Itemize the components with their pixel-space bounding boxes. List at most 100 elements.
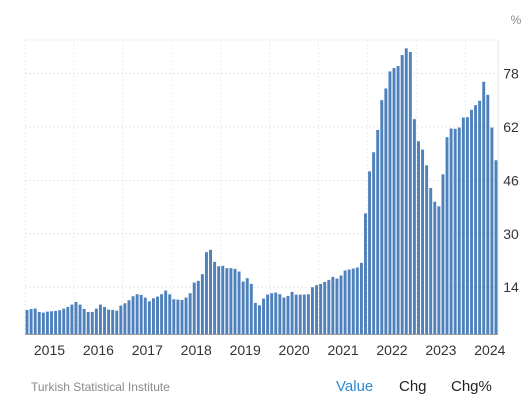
bar — [351, 268, 355, 334]
bar — [474, 105, 478, 334]
bar — [41, 312, 45, 334]
bar — [192, 282, 196, 334]
bar — [368, 171, 372, 334]
bar — [274, 292, 278, 334]
bar — [58, 310, 62, 334]
bar — [147, 301, 151, 334]
y-tick-label: 14 — [503, 279, 519, 295]
bar — [302, 294, 306, 334]
bar — [66, 306, 70, 334]
bar — [54, 310, 58, 334]
bar — [29, 308, 33, 334]
x-tick-label: 2021 — [327, 342, 358, 358]
bar — [306, 294, 310, 334]
bar — [241, 281, 245, 334]
bar — [90, 311, 94, 334]
unit-label: % — [511, 13, 522, 27]
bar — [400, 55, 404, 335]
bar — [388, 71, 392, 335]
bar — [266, 294, 270, 334]
bar — [143, 297, 147, 334]
bar — [323, 281, 327, 334]
bar — [98, 304, 102, 334]
bar — [78, 304, 82, 334]
bar — [45, 311, 49, 334]
bar — [74, 301, 78, 334]
bar — [417, 141, 420, 334]
bar — [376, 129, 380, 334]
x-tick-label: 2022 — [376, 342, 407, 358]
bar — [119, 305, 123, 334]
bar — [396, 66, 400, 335]
bar — [437, 206, 441, 334]
bar — [478, 100, 482, 335]
source-label: Turkish Statistical Institute — [31, 380, 170, 394]
bar — [392, 68, 396, 335]
bar — [33, 308, 37, 334]
chart-footer: Turkish Statistical Institute Value Chg … — [0, 372, 530, 402]
x-tick-label: 2015 — [34, 342, 65, 358]
bar — [249, 283, 253, 334]
bar — [433, 201, 437, 334]
chart: 14 30 46 62 78% 2015 2016 2017 2018 2019 2020 2021 2… — [24, 13, 522, 358]
bar — [465, 117, 469, 334]
bar — [180, 299, 184, 334]
bar — [404, 48, 408, 335]
bar — [364, 213, 367, 334]
bar — [86, 311, 90, 334]
bar — [380, 100, 384, 335]
tab-chg[interactable]: Chg — [399, 378, 427, 395]
bar — [461, 117, 465, 334]
bar — [25, 309, 29, 334]
y-tick-label: 30 — [503, 226, 519, 242]
bar — [408, 52, 412, 334]
bar — [196, 280, 200, 334]
bar — [470, 109, 473, 334]
bar — [286, 295, 290, 334]
bar — [160, 294, 164, 334]
bar — [151, 298, 155, 334]
bar — [217, 266, 221, 334]
bar — [298, 294, 302, 334]
bar — [131, 296, 135, 334]
x-tick-label: 2023 — [425, 342, 456, 358]
bar — [494, 160, 498, 334]
x-tick-label: 2016 — [83, 342, 114, 358]
bar — [319, 283, 323, 334]
y-tick-label: 62 — [503, 119, 519, 135]
tab-chg-percent[interactable]: Chg% — [451, 378, 492, 395]
bar — [270, 293, 274, 334]
x-tick-label: 2018 — [181, 342, 212, 358]
bar — [139, 294, 143, 334]
x-tick-label: 2024 — [474, 342, 505, 358]
bar — [490, 127, 494, 334]
bar — [282, 297, 286, 334]
bar — [237, 271, 241, 334]
x-tick-label: 2020 — [279, 342, 310, 358]
bar — [245, 278, 249, 334]
bar — [188, 293, 192, 334]
bar — [372, 152, 376, 334]
bar — [123, 303, 127, 334]
bar — [327, 279, 331, 334]
tab-value[interactable]: Value — [336, 378, 374, 395]
bar — [62, 308, 66, 334]
bar — [384, 88, 388, 335]
bar — [253, 302, 257, 334]
bar — [127, 300, 131, 334]
bar — [164, 290, 168, 334]
bar — [359, 262, 363, 334]
x-tick-label: 2019 — [230, 342, 261, 358]
x-tick-label: 2017 — [132, 342, 163, 358]
bar — [94, 308, 98, 334]
bar — [172, 299, 176, 334]
bar — [445, 137, 449, 334]
bar — [184, 297, 188, 334]
y-tick-label: 78 — [503, 65, 519, 81]
bar — [168, 294, 172, 334]
bar — [221, 265, 225, 334]
bar — [335, 278, 339, 334]
bar — [209, 249, 212, 334]
bar — [103, 306, 106, 334]
bar — [176, 299, 180, 334]
